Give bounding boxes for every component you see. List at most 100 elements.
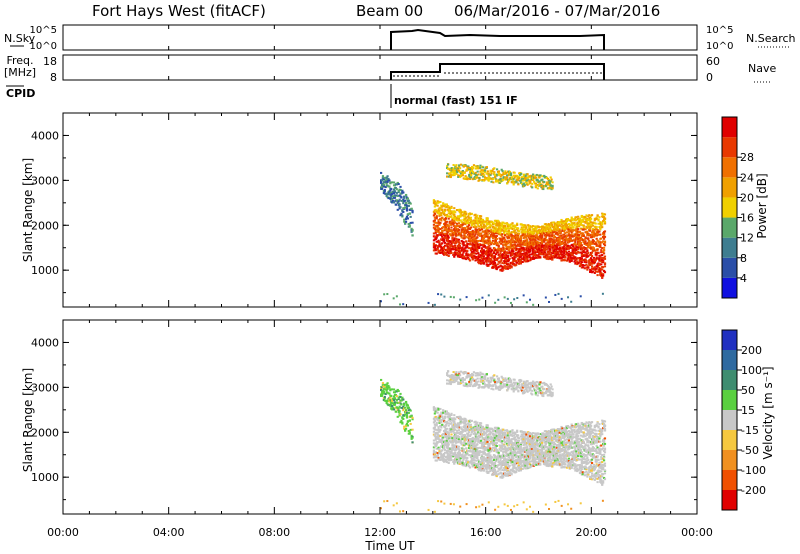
power-cell <box>571 219 574 222</box>
power-cell <box>439 251 442 254</box>
power-cell <box>453 207 456 210</box>
power-cell <box>437 201 440 204</box>
velocity-cell <box>410 414 413 417</box>
power-cell <box>592 231 595 234</box>
power-cell <box>481 250 485 253</box>
power-cell <box>453 219 456 222</box>
power-cell <box>396 208 399 211</box>
power-cell <box>473 235 476 238</box>
power-cell <box>438 223 441 226</box>
power-cell <box>503 296 506 299</box>
power-cell <box>585 247 588 250</box>
power-cell <box>465 258 468 261</box>
power-cell <box>384 186 387 189</box>
power-cell <box>447 212 450 215</box>
power-cell <box>482 243 485 246</box>
power-cell <box>442 202 445 205</box>
power-cell <box>565 222 568 225</box>
velocity-cell <box>402 417 405 420</box>
power-cell <box>511 251 514 254</box>
power-cell <box>501 228 504 231</box>
power-cell <box>488 235 491 238</box>
power-cell <box>489 252 492 255</box>
power-cell <box>442 204 445 207</box>
power-cell <box>582 233 585 236</box>
power-cell <box>589 241 592 244</box>
power-cell <box>490 234 493 237</box>
power-cell <box>586 226 589 229</box>
power-cell <box>467 247 471 250</box>
power-cell <box>484 225 487 228</box>
power-cell <box>436 204 439 207</box>
power-cell <box>450 207 453 210</box>
power-cell <box>560 225 563 228</box>
power-cell <box>547 224 550 227</box>
velocity-cell <box>453 414 456 417</box>
power-cell <box>567 296 570 299</box>
power-cell <box>446 163 450 166</box>
velocity-cell <box>445 427 448 430</box>
power-cell <box>518 248 522 251</box>
power-cell <box>580 261 583 264</box>
velocity-cell <box>450 459 453 462</box>
power-cell <box>481 218 485 221</box>
power-cell <box>450 205 453 208</box>
power-cell <box>525 244 528 247</box>
power-cell <box>405 204 409 207</box>
power-cell <box>567 247 571 250</box>
power-cell <box>512 260 515 263</box>
power-cell <box>439 208 442 211</box>
power-cell <box>602 233 606 236</box>
power-ytick-label: 1000 <box>31 264 59 277</box>
power-cell <box>582 228 585 231</box>
power-cell <box>522 223 525 226</box>
power-cell <box>463 255 466 258</box>
power-cell <box>511 253 514 256</box>
power-cell <box>506 297 509 300</box>
power-cell <box>539 251 542 254</box>
power-cell <box>492 239 495 242</box>
power-colorbar-swatch <box>722 137 737 158</box>
power-cell <box>584 218 587 221</box>
power-cell <box>432 199 436 202</box>
power-cell <box>554 232 558 235</box>
power-cell <box>519 255 522 258</box>
power-cell <box>574 259 577 262</box>
power-cell <box>483 245 486 248</box>
power-cell <box>519 239 522 242</box>
power-cell <box>504 234 507 237</box>
power-cell <box>591 228 595 231</box>
power-cell <box>470 243 473 246</box>
velocity-cell <box>382 390 385 393</box>
power-cell <box>495 268 498 271</box>
power-cell <box>560 257 563 260</box>
power-cell <box>526 257 529 260</box>
power-cell <box>447 215 450 218</box>
power-cell <box>596 248 599 251</box>
power-cell <box>496 229 499 232</box>
power-cell <box>526 253 529 256</box>
power-cell <box>497 170 501 173</box>
power-cell <box>452 237 455 240</box>
power-cell <box>495 244 498 247</box>
power-colorbar-swatch <box>722 117 737 138</box>
power-cell <box>445 215 448 218</box>
power-cell <box>446 238 449 241</box>
power-cell <box>444 252 448 255</box>
power-cell <box>457 228 460 231</box>
power-cell <box>464 215 467 218</box>
power-cell <box>500 242 503 245</box>
power-cell <box>534 251 537 254</box>
power-cell <box>603 217 607 220</box>
power-cell <box>445 213 448 216</box>
power-cell <box>508 257 511 260</box>
power-cell <box>475 241 478 244</box>
power-cell <box>475 299 478 302</box>
power-cell <box>448 243 451 246</box>
power-cell <box>553 221 556 224</box>
power-cell <box>445 228 448 231</box>
power-cell <box>501 233 504 236</box>
power-cell <box>511 256 514 259</box>
power-cell <box>484 242 487 245</box>
power-cell <box>474 227 477 230</box>
